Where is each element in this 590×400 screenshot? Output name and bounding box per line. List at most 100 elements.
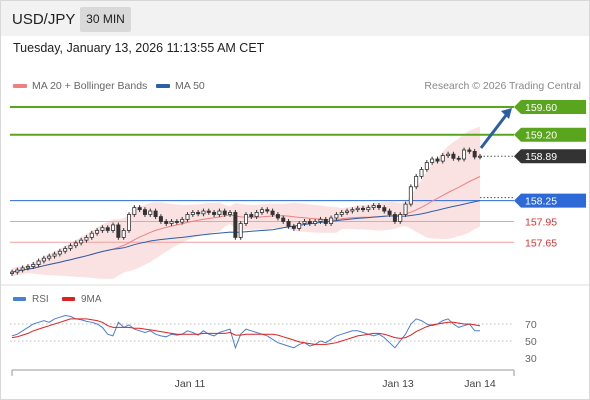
candle-body (403, 203, 408, 215)
candle-body (89, 232, 94, 238)
candle (111, 222, 116, 233)
candle-body (286, 221, 291, 227)
forecast-arrow-shaft (479, 113, 509, 149)
candle (212, 210, 217, 217)
candle-body (79, 239, 84, 244)
candle (89, 230, 94, 240)
candle (265, 207, 270, 214)
candle-body (350, 209, 355, 212)
candle-body (233, 212, 238, 238)
candle-body (153, 210, 158, 217)
candle-body (424, 162, 429, 170)
candle-body (339, 212, 344, 215)
candle (142, 207, 147, 217)
candle-body (228, 212, 233, 215)
header-bar: USD/JPY 30 MIN (1, 1, 589, 36)
candle-body (132, 207, 137, 215)
candle-body (259, 209, 264, 213)
candle-body (376, 205, 381, 208)
candle-body (355, 207, 360, 211)
rsi-swatch (13, 297, 26, 302)
candle (419, 166, 424, 179)
candle-body (185, 214, 190, 220)
candle-body (180, 218, 185, 223)
candle-body (15, 269, 20, 273)
candle-body (25, 266, 30, 269)
candle (41, 255, 46, 264)
candle (366, 205, 371, 213)
timeframe-badge[interactable]: 30 MIN (80, 7, 131, 32)
candle-body (148, 210, 153, 215)
candle (254, 210, 259, 220)
candle (323, 216, 328, 226)
candle-body (398, 214, 403, 222)
candle-body (190, 212, 195, 215)
candle (238, 221, 243, 240)
candle (477, 153, 482, 160)
candle (286, 219, 291, 229)
candle (243, 212, 248, 226)
legend-rsi: RSI (13, 294, 49, 305)
candle (291, 223, 296, 231)
candle-body (164, 221, 169, 224)
candle-body (419, 169, 424, 177)
candle-body (63, 248, 68, 252)
candle (180, 216, 185, 225)
candle (302, 219, 307, 226)
candle (190, 210, 195, 217)
candle (414, 173, 419, 190)
level-tag-158.25 (514, 193, 586, 208)
candle (334, 212, 339, 221)
ma50-swatch (156, 84, 170, 89)
candle (185, 212, 190, 222)
candle-body (477, 155, 482, 158)
candle-body (345, 210, 350, 213)
rsi-tick-30: 30 (525, 353, 537, 365)
candle-body (360, 207, 365, 211)
candle-body (318, 218, 323, 222)
candle (105, 225, 110, 233)
rsi-tick-50: 50 (525, 336, 537, 348)
candle-body (206, 210, 211, 213)
candle-body (414, 175, 419, 188)
candle-body (323, 218, 328, 224)
candle-body (467, 149, 472, 152)
candle-body (313, 221, 318, 224)
candle-body (41, 257, 46, 262)
candle-body (100, 227, 105, 231)
candle (339, 210, 344, 217)
candle-body (451, 153, 456, 159)
forecast-arrow-head (501, 108, 512, 119)
candle-body (158, 216, 163, 222)
candle (79, 237, 84, 246)
candle (430, 156, 435, 165)
candle-body (127, 214, 132, 231)
candle-body (121, 230, 126, 238)
candle-body (57, 250, 62, 255)
candle (164, 219, 169, 226)
candle-body (142, 209, 147, 215)
candle-body (116, 224, 121, 238)
candle (313, 219, 318, 226)
candle (307, 219, 312, 226)
candle-body (31, 264, 36, 267)
x-tick-label: Jan 13 (382, 378, 414, 390)
candle (392, 212, 397, 224)
symbol-label: USD/JPY (12, 11, 76, 28)
candle (387, 208, 392, 217)
ma9-label: 9MA (81, 294, 102, 305)
candle (382, 205, 387, 214)
candle-body (430, 158, 435, 163)
candle-body (105, 227, 110, 231)
candle (371, 203, 376, 211)
candle (408, 184, 413, 207)
candle (47, 253, 52, 261)
level-tag-159.20 (514, 127, 586, 142)
candle (36, 258, 41, 267)
candle-body (408, 186, 413, 205)
candle (127, 212, 132, 233)
candle (100, 225, 105, 233)
ma20-swatch (13, 84, 27, 89)
candle-body (169, 221, 174, 224)
candle-body (36, 260, 41, 265)
